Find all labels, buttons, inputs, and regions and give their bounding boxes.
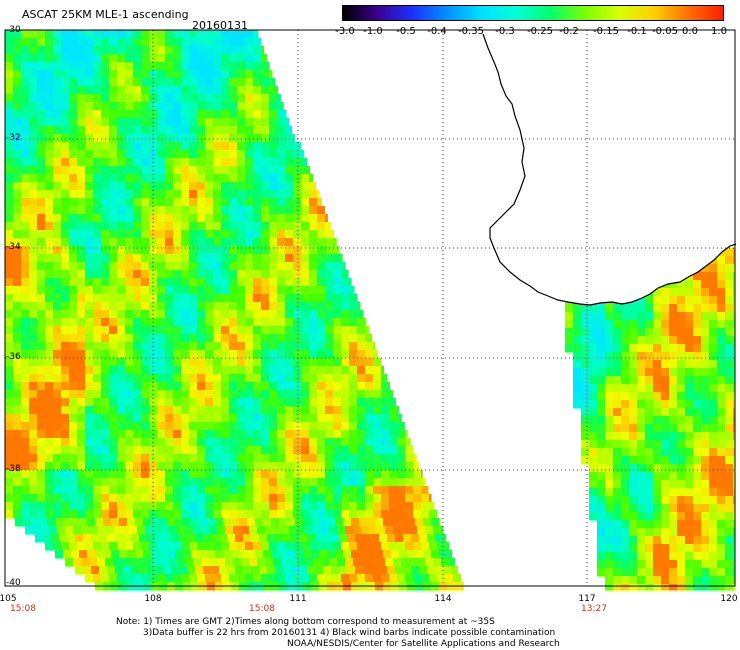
lat-label: -40	[6, 578, 21, 588]
colorbar-label: -3.0	[335, 26, 355, 37]
map-title: ASCAT 25KM MLE-1 ascending	[22, 8, 189, 21]
colorbar-label: -0.1	[627, 26, 647, 37]
colorbar-label: -0.15	[593, 26, 619, 37]
pass-time-label: 15:08	[10, 604, 36, 614]
colorbar-label: -0.4	[427, 26, 447, 37]
lat-label: -34	[6, 242, 21, 252]
lat-label: -38	[6, 464, 21, 474]
colorbar-label: -0.3	[495, 26, 515, 37]
lat-label: -32	[6, 133, 21, 143]
colorbar	[342, 5, 724, 21]
colorbar-label: -1.0	[363, 26, 383, 37]
pass-time-label: 15:08	[249, 604, 275, 614]
lat-label: -36	[6, 352, 21, 362]
lon-label: 108	[144, 594, 162, 604]
map-date: 20160131	[192, 19, 248, 32]
colorbar-label: -0.35	[458, 26, 484, 37]
colorbar-label: -0.25	[527, 26, 553, 37]
colorbar-label: 0.0	[682, 26, 698, 37]
swath-data	[5, 30, 736, 591]
colorbar-label: -0.5	[396, 26, 416, 37]
pass-time-label: 13:27	[581, 604, 607, 614]
australia-coastline	[482, 33, 737, 306]
note-line-1: Note: 1) Times are GMT 2)Times along bot…	[116, 617, 495, 627]
note-line-2: 3)Data buffer is 22 hrs from 20160131 4)…	[143, 628, 556, 638]
lon-label: 114	[434, 594, 452, 604]
lat-label: -30	[6, 25, 21, 35]
lon-label: 120	[720, 594, 738, 604]
note-line-3: NOAA/NESDIS/Center for Satellite Applica…	[287, 639, 560, 649]
colorbar-label: 1.0	[711, 26, 727, 37]
lon-label: 105	[0, 594, 17, 604]
colorbar-label: -0.05	[652, 26, 678, 37]
lon-label: 117	[578, 594, 596, 604]
colorbar-label: -0.2	[559, 26, 579, 37]
lon-label: 111	[289, 594, 307, 604]
